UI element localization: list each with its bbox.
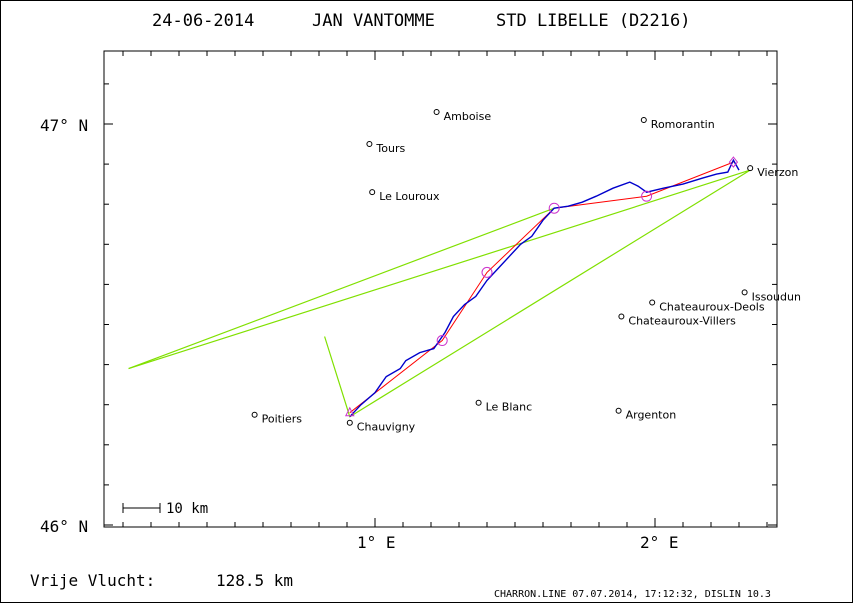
town-marker <box>640 116 647 123</box>
town-marker <box>649 299 656 306</box>
town-marker <box>251 411 258 418</box>
town-marker <box>346 419 353 426</box>
town-marker <box>369 189 376 196</box>
free-flight-label: Vrije Vlucht: <box>30 571 155 590</box>
free-flight-leg-line <box>128 207 555 370</box>
gps-track <box>349 158 740 418</box>
town-label: Issoudun <box>752 290 801 303</box>
town-marker <box>618 313 625 320</box>
lat-label-47: 47° N <box>40 116 88 135</box>
town-marker <box>366 141 373 148</box>
lat-label-46: 46° N <box>40 517 88 536</box>
finish-marker <box>728 156 739 168</box>
town-marker <box>433 108 440 115</box>
town-label: Amboise <box>444 110 492 123</box>
turnpoint-marker <box>641 190 653 202</box>
lon-label-2e: 2° E <box>640 533 679 552</box>
town-label: Chateauroux-Deols <box>659 300 765 313</box>
task-route <box>349 161 734 414</box>
town-marker <box>475 399 482 406</box>
start-marker <box>344 406 355 417</box>
towns: Amboise Romorantin Tours Vierzon Le Louroux I… <box>251 108 801 434</box>
glider-name: STD LIBELLE (D2216) <box>496 11 690 31</box>
turnpoints <box>344 156 739 417</box>
scale-bar: 10 km <box>122 501 208 517</box>
town-label: Chateauroux-Villers <box>628 314 736 327</box>
pilot-name: JAN VANTOMME <box>312 11 435 31</box>
credit-line: CHARRON.LINE 07.07.2014, 17:12:32, DISLI… <box>494 589 771 600</box>
turnpoint-marker <box>436 335 448 347</box>
town-label: Poitiers <box>262 413 303 426</box>
town-label: Tours <box>375 142 405 155</box>
free-flight-legs <box>128 169 751 418</box>
turnpoint-marker <box>481 266 493 278</box>
free-flight-value: 128.5 km <box>216 571 293 590</box>
free-flight-leg-line <box>128 169 751 418</box>
town-label: Le Louroux <box>379 190 440 203</box>
task-line <box>349 161 734 414</box>
town-label: Romorantin <box>651 118 715 131</box>
plot-frame <box>103 50 778 528</box>
town-label: Chauvigny <box>357 421 416 434</box>
town-marker <box>615 407 622 414</box>
town-label: Le Blanc <box>486 401 533 414</box>
track-line <box>349 158 740 418</box>
town-label: Vierzon <box>757 166 798 179</box>
turnpoint-marker <box>548 202 560 214</box>
town-marker <box>747 165 754 172</box>
lon-label-1e: 1° E <box>357 533 396 552</box>
town-label: Argenton <box>626 409 677 422</box>
axis-ticks <box>104 51 777 527</box>
flight-date: 24-06-2014 <box>152 11 254 31</box>
scale-bar-label: 10 km <box>166 501 208 517</box>
town-marker <box>741 289 748 296</box>
